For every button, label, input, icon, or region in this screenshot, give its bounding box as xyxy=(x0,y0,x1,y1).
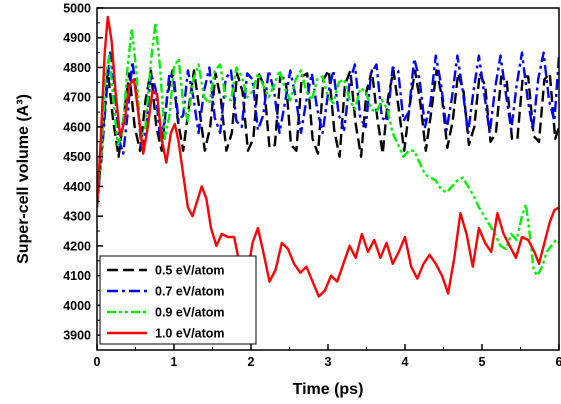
y-tick-label: 5000 xyxy=(63,2,91,16)
series-layer xyxy=(97,15,559,298)
x-tick-label: 0 xyxy=(94,355,101,369)
y-tick-label: 4600 xyxy=(63,120,91,134)
legend-label: 0.5 eV/atom xyxy=(155,264,224,278)
x-tick-label: 3 xyxy=(325,355,332,369)
y-axis-title: Super-cell volume (A³) xyxy=(15,94,32,264)
series-line-0 xyxy=(97,69,559,208)
x-axis-title: Time (ps) xyxy=(293,381,364,398)
y-tick-label: 4400 xyxy=(63,180,91,194)
legend-label: 0.7 eV/atom xyxy=(155,285,224,299)
x-tick-label: 5 xyxy=(479,355,486,369)
y-tick-label: 4900 xyxy=(63,31,91,45)
y-tick-label: 3900 xyxy=(63,329,91,343)
y-tick-label: 4200 xyxy=(63,239,91,253)
x-tick-label: 6 xyxy=(556,355,561,369)
y-tick-label: 4500 xyxy=(63,150,91,164)
y-tick-label: 4100 xyxy=(63,269,91,283)
legend-label: 0.9 eV/atom xyxy=(155,306,224,320)
series-line-3 xyxy=(97,15,559,298)
legend-label: 1.0 eV/atom xyxy=(155,327,224,341)
y-tick-label: 4300 xyxy=(63,210,91,224)
y-tick-label: 4700 xyxy=(63,91,91,105)
x-tick-label: 4 xyxy=(402,355,409,369)
series-line-2 xyxy=(97,21,559,277)
x-tick-label: 1 xyxy=(171,355,178,369)
legend: 0.5 eV/atom 0.7 eV/atom 0.9 eV/atom 1.0 eV/… xyxy=(99,255,257,345)
series-line-1 xyxy=(97,51,559,208)
y-tick-label: 4000 xyxy=(63,299,91,313)
y-tick-label: 4800 xyxy=(63,61,91,75)
x-tick-label: 2 xyxy=(248,355,255,369)
